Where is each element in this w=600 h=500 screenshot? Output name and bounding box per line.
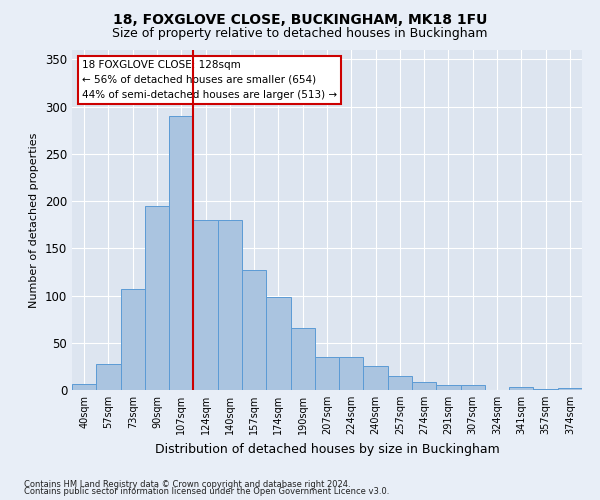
Text: 18, FOXGLOVE CLOSE, BUCKINGHAM, MK18 1FU: 18, FOXGLOVE CLOSE, BUCKINGHAM, MK18 1FU — [113, 12, 487, 26]
Bar — [339, 357, 364, 390]
Bar — [509, 387, 533, 390]
Bar — [145, 206, 169, 390]
Bar — [96, 364, 121, 390]
Bar — [218, 220, 242, 390]
Bar — [169, 116, 193, 390]
Bar — [193, 220, 218, 390]
Bar — [558, 388, 582, 390]
Bar — [72, 384, 96, 390]
Bar — [533, 389, 558, 390]
Text: Contains public sector information licensed under the Open Government Licence v3: Contains public sector information licen… — [24, 488, 389, 496]
Bar — [461, 386, 485, 390]
Bar — [364, 366, 388, 390]
Bar — [266, 296, 290, 390]
Text: Size of property relative to detached houses in Buckingham: Size of property relative to detached ho… — [112, 28, 488, 40]
Bar — [242, 270, 266, 390]
Text: Contains HM Land Registry data © Crown copyright and database right 2024.: Contains HM Land Registry data © Crown c… — [24, 480, 350, 489]
Bar — [315, 357, 339, 390]
Bar — [412, 382, 436, 390]
Bar — [121, 289, 145, 390]
Bar — [290, 328, 315, 390]
Y-axis label: Number of detached properties: Number of detached properties — [29, 132, 40, 308]
Bar — [388, 376, 412, 390]
Bar — [436, 386, 461, 390]
Text: 18 FOXGLOVE CLOSE: 128sqm
← 56% of detached houses are smaller (654)
44% of semi: 18 FOXGLOVE CLOSE: 128sqm ← 56% of detac… — [82, 60, 337, 100]
X-axis label: Distribution of detached houses by size in Buckingham: Distribution of detached houses by size … — [155, 442, 499, 456]
